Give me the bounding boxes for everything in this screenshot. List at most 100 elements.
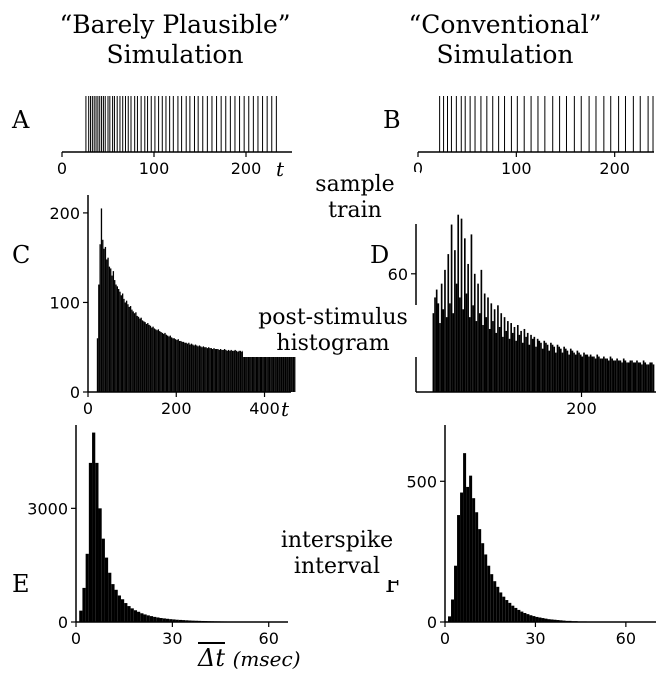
bar-d-20 <box>465 293 468 392</box>
bar-c-38 <box>147 323 149 392</box>
bar-d-53 <box>520 330 522 392</box>
x-tick-label-a-200: 200 <box>231 159 262 178</box>
bar-c-45 <box>156 330 158 392</box>
bar-c-68 <box>186 343 189 392</box>
bar-d-85 <box>573 352 575 392</box>
bar-c-90 <box>215 349 218 392</box>
bar-d-9 <box>447 254 450 392</box>
bar-d-0 <box>432 313 435 392</box>
bar-f-2 <box>454 565 458 622</box>
bar-d-118 <box>627 362 630 392</box>
bar-c-138 <box>279 352 281 392</box>
bar-c-93 <box>219 349 222 392</box>
bar-c-51 <box>164 332 166 392</box>
bar-c-23 <box>127 304 129 392</box>
bar-c-122 <box>258 352 260 392</box>
bar-e-33 <box>185 620 189 622</box>
bar-c-105 <box>235 350 238 392</box>
bar-e-13 <box>120 599 125 622</box>
row-label-sample-train-line2: train <box>328 198 382 223</box>
panel-label-d: D <box>370 241 389 269</box>
x-tick-label-c-0: 0 <box>83 399 93 418</box>
bar-d-131 <box>649 362 652 392</box>
bar-e-4 <box>92 432 96 622</box>
bar-d-1 <box>434 297 436 392</box>
bar-d-96 <box>591 356 594 392</box>
bar-d-46 <box>508 338 511 392</box>
bar-d-60 <box>531 338 534 392</box>
bar-c-46 <box>157 329 160 392</box>
bar-c-99 <box>227 349 230 392</box>
bar-c-77 <box>198 345 201 392</box>
y-tick-label-e-3000: 3000 <box>27 499 68 518</box>
bar-d-80 <box>564 348 567 392</box>
bar-c-79 <box>201 347 203 392</box>
bar-f-18 <box>502 596 506 622</box>
bar-f-25 <box>523 612 527 622</box>
bar-f-26 <box>526 614 530 622</box>
bar-c-1 <box>98 284 100 392</box>
bar-d-61 <box>533 336 536 392</box>
bar-d-36 <box>492 321 494 392</box>
bar-d-12 <box>452 313 455 392</box>
bar-c-72 <box>192 344 194 392</box>
bar-c-118 <box>253 351 255 392</box>
bar-c-111 <box>243 351 246 392</box>
bar-c-120 <box>255 352 258 392</box>
bar-d-74 <box>555 352 557 392</box>
bar-c-132 <box>271 352 273 392</box>
bar-c-116 <box>250 351 252 392</box>
right-column-title-line2: Simulation <box>436 40 574 69</box>
bar-c-47 <box>159 331 161 392</box>
bar-c-133 <box>272 352 275 392</box>
bar-c-11 <box>111 275 113 392</box>
bar-e-28 <box>169 619 173 622</box>
bar-c-69 <box>188 342 190 392</box>
bar-d-76 <box>558 346 560 392</box>
x-tick-label-e-0: 0 <box>71 629 81 648</box>
bar-e-23 <box>153 616 157 622</box>
bar-c-61 <box>177 339 179 392</box>
bar-d-127 <box>642 360 645 392</box>
bar-c-3 <box>100 208 103 392</box>
row-label-post-stimulus-histogram-line1: post-stimulus <box>258 305 408 330</box>
bar-c-37 <box>145 323 148 392</box>
bar-c-123 <box>259 351 261 392</box>
bar-d-3 <box>437 303 440 392</box>
bar-c-119 <box>254 351 256 392</box>
bar-d-100 <box>598 356 600 392</box>
row-label-post-stimulus-histogram-line2: histogram <box>276 331 390 356</box>
bar-d-72 <box>551 344 554 392</box>
bar-f-19 <box>505 600 509 622</box>
bar-d-116 <box>624 360 627 392</box>
bar-d-101 <box>599 358 602 392</box>
bar-d-40 <box>498 326 501 392</box>
bar-c-114 <box>247 351 250 392</box>
bar-e-6 <box>98 508 102 622</box>
bar-c-142 <box>284 353 287 392</box>
bar-c-91 <box>217 349 219 392</box>
bar-c-107 <box>238 350 240 392</box>
bar-d-133 <box>652 364 655 392</box>
bar-c-64 <box>181 341 183 392</box>
bar-c-108 <box>239 350 242 392</box>
bar-d-125 <box>639 362 642 392</box>
bar-d-16 <box>459 297 461 392</box>
bar-f-1 <box>451 599 455 622</box>
x-tick-label-e-30: 30 <box>162 629 182 648</box>
left-column-title: “Barely Plausible” Simulation <box>40 10 310 70</box>
bar-e-22 <box>149 616 154 622</box>
bar-f-37 <box>559 620 563 622</box>
bar-e-10 <box>111 584 115 622</box>
bar-d-78 <box>561 352 564 392</box>
bar-d-57 <box>526 332 529 392</box>
bar-f-23 <box>517 609 521 622</box>
bar-f-35 <box>553 619 557 622</box>
bar-d-108 <box>611 358 613 392</box>
bar-d-84 <box>571 350 574 392</box>
bar-c-84 <box>208 347 210 392</box>
bar-d-88 <box>578 352 580 392</box>
bar-e-26 <box>162 618 166 622</box>
bar-c-76 <box>197 346 199 392</box>
bar-f-5 <box>463 453 467 622</box>
